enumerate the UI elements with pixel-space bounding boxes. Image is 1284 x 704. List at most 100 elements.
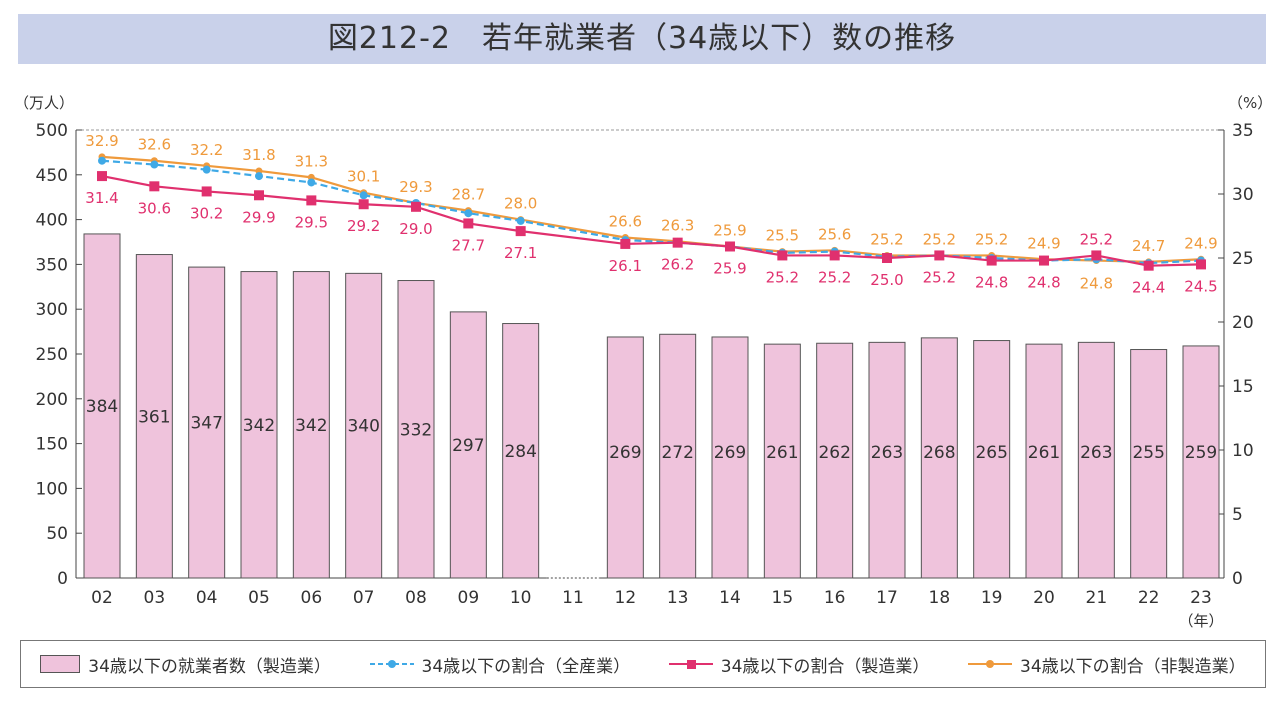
- data-point: [725, 241, 735, 252]
- data-label: 31.4: [85, 189, 118, 207]
- x-tick-label: 16: [824, 588, 846, 608]
- data-label: 25.9: [713, 221, 746, 239]
- data-point: [934, 250, 945, 261]
- data-label: 25.2: [766, 268, 799, 286]
- y-tick-label: 450: [36, 166, 68, 186]
- data-point: [307, 178, 316, 187]
- data-point: [149, 181, 160, 192]
- data-label: 25.2: [818, 268, 851, 286]
- bar-label: 255: [1132, 443, 1164, 463]
- bar-label: 340: [347, 417, 379, 437]
- data-point: [150, 160, 159, 169]
- data-label: 26.3: [661, 216, 694, 234]
- y2-tick-label: 10: [1232, 441, 1254, 461]
- data-point: [1143, 260, 1154, 271]
- bar: [1025, 343, 1063, 579]
- y2-axis-label: （%）: [1228, 94, 1272, 112]
- data-label: 32.9: [85, 132, 118, 150]
- data-point: [358, 199, 369, 210]
- data-label: 30.6: [138, 199, 171, 217]
- bar: [1130, 349, 1168, 579]
- bar: [83, 233, 121, 579]
- data-label: 26.6: [609, 213, 642, 231]
- data-label: 25.5: [766, 227, 799, 245]
- data-label: 29.2: [347, 217, 380, 235]
- data-label: 31.8: [242, 146, 275, 164]
- data-point: [882, 253, 892, 263]
- data-label: 24.4: [1132, 279, 1165, 297]
- data-label: 26.2: [661, 256, 694, 274]
- x-tick-label: 21: [1086, 588, 1108, 608]
- data-point: [1039, 255, 1049, 266]
- legend: 34歳以下の就業者数（製造業） 34歳以下の割合（全産業） 34歳以下の割合（製造業…: [20, 640, 1266, 688]
- bar-label: 342: [295, 416, 327, 436]
- data-label: 27.1: [504, 244, 537, 262]
- data-point: [97, 171, 107, 182]
- data-label: 29.3: [399, 178, 432, 196]
- data-label: 25.2: [923, 230, 956, 248]
- data-label: 28.7: [452, 186, 485, 204]
- x-tick-label: 07: [353, 588, 375, 608]
- bar: [502, 323, 540, 579]
- bar-label: 262: [818, 443, 850, 463]
- data-label: 28.0: [504, 195, 537, 213]
- bar: [1182, 345, 1220, 579]
- data-point: [359, 191, 368, 200]
- x-tick-label: 14: [719, 588, 741, 608]
- data-label: 31.3: [295, 152, 328, 170]
- legend-swatch: [968, 660, 1013, 668]
- data-label: 25.6: [818, 225, 851, 243]
- y-tick-label: 200: [36, 390, 68, 410]
- y2-tick-label: 25: [1232, 249, 1254, 269]
- bar-label: 384: [86, 397, 118, 417]
- x-tick-label: 23: [1190, 588, 1212, 608]
- legend-label: 34歳以下の就業者数（製造業）: [88, 656, 331, 677]
- data-point: [1091, 250, 1102, 261]
- chart-area: 0501001502002503003504004505000510152025…: [14, 94, 1272, 630]
- x-tick-label: 06: [301, 588, 323, 608]
- bar: [711, 336, 749, 579]
- x-tick-label: 13: [667, 588, 689, 608]
- x-tick-label: 17: [876, 588, 898, 608]
- bar: [449, 311, 487, 579]
- bar: [606, 336, 644, 579]
- y-tick-label: 500: [36, 121, 68, 141]
- bar-label: 265: [975, 443, 1007, 463]
- data-point: [515, 226, 526, 237]
- data-label: 32.2: [190, 141, 223, 159]
- data-point: [254, 190, 264, 201]
- bar: [763, 343, 801, 579]
- bar-label: 261: [1028, 443, 1060, 463]
- bar-label: 263: [871, 443, 903, 463]
- data-label: 24.9: [1184, 234, 1217, 252]
- data-label: 29.5: [295, 213, 328, 231]
- x-tick-label: 08: [405, 588, 427, 608]
- bar: [816, 342, 854, 579]
- data-point: [516, 216, 525, 225]
- bar: [973, 340, 1011, 579]
- x-tick-label: 04: [196, 588, 218, 608]
- bar-label: 332: [400, 420, 432, 440]
- data-label: 24.9: [1027, 234, 1060, 252]
- bar: [1077, 341, 1115, 579]
- data-point: [411, 201, 421, 212]
- data-label: 25.2: [975, 230, 1008, 248]
- data-point: [202, 165, 211, 174]
- data-point: [255, 172, 263, 181]
- y-tick-label: 300: [36, 300, 68, 320]
- bar: [920, 337, 958, 579]
- x-tick-label: 09: [458, 588, 480, 608]
- bar-label: 261: [766, 443, 798, 463]
- data-point: [829, 250, 840, 261]
- y-tick-label: 100: [36, 479, 68, 499]
- y-tick-label: 0: [57, 569, 68, 589]
- y-tick-label: 250: [36, 345, 68, 365]
- data-label: 24.7: [1132, 237, 1165, 255]
- data-label: 24.8: [1027, 274, 1060, 292]
- data-point: [986, 255, 997, 266]
- data-label: 24.5: [1184, 277, 1217, 295]
- bar-label: 347: [190, 414, 222, 434]
- y2-tick-label: 35: [1232, 121, 1254, 141]
- bar-label: 297: [452, 436, 484, 456]
- data-label: 25.2: [1080, 230, 1113, 248]
